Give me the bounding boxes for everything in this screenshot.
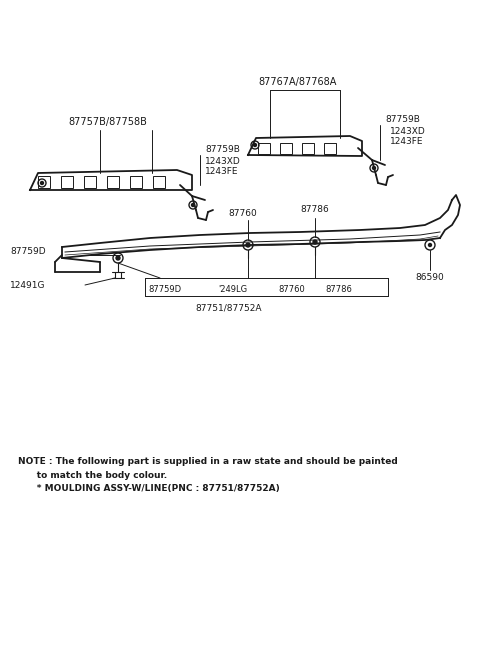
Text: 87786: 87786 bbox=[300, 206, 329, 214]
FancyBboxPatch shape bbox=[280, 143, 292, 154]
Text: 87760: 87760 bbox=[278, 286, 305, 294]
Text: 87759D: 87759D bbox=[10, 248, 46, 256]
Text: 87759B: 87759B bbox=[205, 145, 240, 154]
Text: to match the body colour.: to match the body colour. bbox=[18, 472, 167, 480]
FancyBboxPatch shape bbox=[130, 176, 142, 188]
FancyBboxPatch shape bbox=[61, 176, 73, 188]
Text: 87786: 87786 bbox=[325, 286, 352, 294]
Text: 1243XD: 1243XD bbox=[205, 158, 241, 166]
Text: NOTE : The following part is supplied in a raw state and should be painted: NOTE : The following part is supplied in… bbox=[18, 457, 398, 466]
FancyBboxPatch shape bbox=[38, 176, 50, 188]
Text: 1243FE: 1243FE bbox=[205, 168, 239, 177]
FancyBboxPatch shape bbox=[258, 143, 270, 154]
Text: 87760: 87760 bbox=[228, 210, 257, 219]
Circle shape bbox=[372, 166, 375, 170]
Text: * MOULDING ASSY-W/LINE(PNC : 87751/87752A): * MOULDING ASSY-W/LINE(PNC : 87751/87752… bbox=[18, 484, 280, 493]
Text: 1243FE: 1243FE bbox=[390, 137, 423, 147]
Circle shape bbox=[40, 181, 44, 185]
Text: 87767A/87768A: 87767A/87768A bbox=[258, 77, 336, 87]
Text: 87759B: 87759B bbox=[385, 116, 420, 124]
FancyBboxPatch shape bbox=[324, 143, 336, 154]
Text: 87757B/87758B: 87757B/87758B bbox=[68, 117, 147, 127]
Text: 12491G: 12491G bbox=[10, 281, 46, 290]
FancyBboxPatch shape bbox=[107, 176, 119, 188]
Circle shape bbox=[253, 143, 256, 147]
Text: 87751/87752A: 87751/87752A bbox=[195, 304, 262, 313]
Text: '249LG: '249LG bbox=[218, 286, 247, 294]
FancyBboxPatch shape bbox=[153, 176, 165, 188]
Circle shape bbox=[313, 240, 317, 244]
Text: 1243XD: 1243XD bbox=[390, 127, 426, 137]
Text: 87759D: 87759D bbox=[148, 286, 181, 294]
Circle shape bbox=[116, 256, 120, 260]
FancyBboxPatch shape bbox=[302, 143, 314, 154]
Circle shape bbox=[246, 243, 250, 247]
Text: 86590: 86590 bbox=[415, 273, 444, 283]
Circle shape bbox=[429, 244, 432, 246]
FancyBboxPatch shape bbox=[84, 176, 96, 188]
Circle shape bbox=[192, 204, 194, 206]
